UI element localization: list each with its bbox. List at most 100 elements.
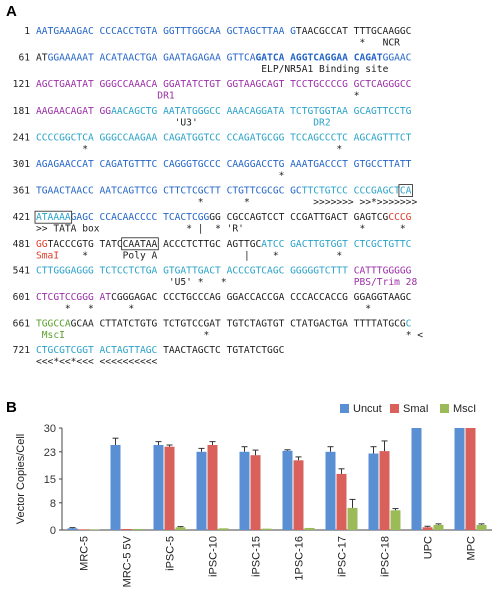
sequence-line: AGCTGAATAT GGGCCAAACA GGATATCTGT GGTAAGC… [36,79,412,90]
motif-box [34,210,73,224]
position-number: 421 [13,212,31,223]
bar [282,450,293,530]
bar [261,528,272,530]
position-number: 361 [13,186,31,197]
sequence-line: TGGCCAGCAA CTTATCTGTG TCTGTCCGAT TGTCTAG… [36,319,412,330]
position-number: 301 [13,159,31,170]
motif-box [121,237,159,251]
bar [293,460,304,530]
x-tick-label: MRC-5 5V [122,535,134,587]
y-tick-label: 0 [50,525,56,537]
sequence-segment: CTTGGGAGGG TCTCCTCTGA GTGATTGACT ACCCGTC… [36,265,354,276]
bar [121,528,132,530]
annotation: * [359,224,365,235]
sequence-segment: TACCCGTG TATC [48,239,123,250]
position-number: 721 [13,345,31,356]
sequence-segment: ACCCTCTTGC AGTTGC [157,239,261,250]
sequence-segment: TAACGCCAT TTTGCAAGGC [296,26,412,37]
sequence-segment: AGAGAACCAT CAGATGTTTC CAGGGTGCCC CAAGGAC… [36,159,412,170]
sequence-line: AGAGAACCAT CAGATGTTTC CAGGGTGCCC CAAGGAC… [36,159,412,170]
bar [465,428,476,530]
annotation: * [406,330,412,341]
annotation: < [417,330,423,341]
sequence-line: CTCGTCCGGG ATCGGGAGAC CCCTGCCCAG GGACCAC… [36,292,412,303]
annotation: >>>>>>> >>*>>>>>>> [313,197,417,208]
position-number: 601 [13,292,31,303]
position-number: 661 [13,319,31,330]
sequence-segment: CATTTGGGGG [354,265,412,276]
sequence-segment: ATCC GACTTGTGGT CTCGCTGTTC [261,239,411,250]
sequence-segment: GATCA AGGTCAGGAA CAGAT [256,53,383,64]
bar [411,428,422,530]
bar [433,524,444,530]
sequence-line: TGAACTAACC AATCAGTTCG CTTCTCGCTT CTGTTCG… [36,186,412,197]
sequence-segment: GCAA CTTATCTGTG TCTGTCCGAT TGTCTAGTGT CT… [71,319,406,330]
bar [336,473,347,530]
sequence-segment: ATAAAA [36,212,71,223]
sequence-segment: CGGGAGAC CCCTGCCCAG GGACCACCGA CCCACCACC… [111,292,412,303]
annotation: * [88,304,94,315]
position-number: 181 [13,106,31,117]
annotation: * [279,171,285,182]
bar [153,445,164,530]
panel-label: A [6,3,17,20]
bar [196,451,207,530]
annotation: Poly A [123,250,158,261]
annotation: * 'R' [215,224,244,235]
bar [132,528,143,530]
y-tick-label: 23 [44,447,56,459]
annotation: DR2 [313,117,330,128]
bar [325,451,336,530]
bar [347,507,358,530]
bar [164,446,175,530]
annotation: * [336,250,342,261]
bar [175,527,186,530]
motif-box [398,184,413,198]
sequence-line: CCCCGGCTCA GGGCCAAGAA CAGATGGTCC CCAGATG… [36,132,412,143]
bar [390,510,401,530]
annotation: <<<*<<*<<< <<<<<<<<<< [36,357,158,368]
annotation: 'U3' [175,117,198,128]
panel-label: B [6,399,17,416]
sequence-segment: GGAAAAAT ACATAACTGA GAATAGAGAA GTTCA [48,53,256,64]
bar [239,451,250,530]
bar [476,524,487,530]
sequence-line: ATGGAAAAAT ACATAACTGA GAATAGAGAA GTTCAGA… [36,53,412,64]
position-number: 121 [13,79,31,90]
position-number: 241 [13,132,31,143]
annotation: DR1 [157,91,175,102]
x-tick-label: UPC [423,536,435,559]
sequence-segment: CTCGTCCGGG AT [36,292,111,303]
annotation: MscI [42,330,65,341]
sequence-line: CTGCGTCGGT ACTAGTTAGC TAACTAGCTC TGTATCT… [36,345,285,356]
annotation: SmaI [36,250,59,261]
annotation: * [244,197,250,208]
annotation: >> TATA box [36,224,100,235]
annotation: * [359,38,365,49]
legend-label: MscI [453,403,476,415]
sequence-segment: GGAAC [383,53,412,64]
position-number: 1 [24,26,30,37]
sequence-line: GGTACCCGTG TATCCAATAA ACCCTCTTGC AGTTGCA… [36,239,412,250]
sequence-line: AATGAAAGAC CCCACCTGTA GGTTTGGCAA GCTAGCT… [36,26,412,37]
sequence-segment: AACAGCTG AATATGGGCC AAACAGGATA TCTGTGGTA… [111,106,412,117]
sequence-segment: AAGAACAGAT GG [36,106,111,117]
annotation: * [336,144,342,155]
x-tick-label: iPSC-17 [337,536,349,577]
y-tick-label: 8 [50,498,56,510]
annotation: PBS/Trim 28 [354,277,418,288]
annotation: | [244,250,250,261]
position-number: 61 [18,53,30,64]
x-tick-label: MPC [466,536,478,561]
bar [207,445,218,530]
position-number: 541 [13,265,31,276]
bar [110,445,121,530]
bar [78,529,89,530]
annotation: * [198,197,204,208]
sequence-segment: TGGCCA [36,319,71,330]
annotation: * [186,224,192,235]
sequence-segment: CCCCGGCTCA GGGCCAAGAA CAGATGGTCC CCAGATG… [36,132,412,143]
bar [422,527,433,530]
bar [304,527,315,530]
sequence-segment: GG CGCCAGTCCT CCGATTGACT GAGTCG [209,212,388,223]
